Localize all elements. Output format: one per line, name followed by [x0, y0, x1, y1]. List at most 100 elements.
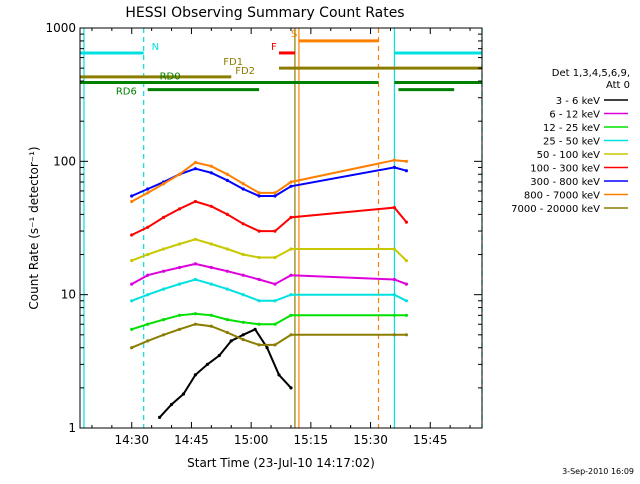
data-point-2-1 [146, 322, 150, 326]
data-point-3-7 [241, 293, 245, 297]
timestamp: 3-Sep-2010 16:09 [562, 467, 634, 476]
data-point-7-3 [177, 172, 182, 176]
data-point-3-6 [225, 287, 229, 291]
plot-frame [79, 27, 483, 429]
data-point-3-5 [209, 282, 213, 286]
x-tick-label-4: 15:30 [353, 433, 388, 447]
data-point-6-6 [225, 178, 229, 182]
data-point-2-3 [177, 313, 182, 317]
data-point-5-9 [273, 229, 277, 233]
x-tick-label-2: 15:00 [234, 433, 269, 447]
data-point-2-6 [225, 318, 229, 322]
data-point-8-2 [162, 333, 166, 337]
x-tick-label-5: 15:45 [413, 433, 448, 447]
state-label-n: N [152, 42, 159, 53]
legend-label-2: 12 - 25 keV [543, 123, 600, 134]
y-tick-label-3: 1000 [45, 21, 76, 35]
data-point-1-9 [273, 282, 277, 286]
data-point-0-9 [265, 346, 269, 350]
data-point-2-12 [404, 313, 408, 317]
data-point-7-7 [241, 182, 245, 186]
series-line-0 [158, 328, 292, 419]
data-point-6-9 [273, 194, 277, 198]
data-point-2-2 [162, 318, 166, 322]
data-point-8-7 [241, 338, 245, 342]
data-point-0-8 [253, 327, 257, 331]
data-point-5-3 [177, 207, 182, 211]
data-point-2-0 [130, 327, 134, 331]
data-point-4-5 [209, 242, 213, 246]
x-tick-label-0: 14:30 [114, 433, 149, 447]
data-point-4-2 [162, 247, 166, 251]
data-point-8-12 [404, 333, 408, 337]
data-point-4-9 [273, 255, 277, 260]
data-point-8-10 [289, 333, 293, 337]
data-point-5-11 [392, 206, 396, 210]
data-point-0-10 [277, 373, 281, 377]
state-label-s: S [291, 29, 297, 40]
data-point-1-11 [392, 277, 396, 282]
data-point-0-4 [205, 362, 209, 366]
data-point-1-2 [162, 269, 166, 273]
state-label-rd0: RD0 [160, 72, 181, 83]
data-point-2-8 [257, 322, 261, 326]
data-point-7-0 [130, 199, 134, 204]
data-point-4-0 [130, 259, 134, 263]
data-point-4-11 [392, 247, 396, 251]
data-point-2-7 [241, 320, 245, 324]
data-point-7-6 [225, 172, 229, 176]
state-label-rd6: RD6 [116, 87, 137, 98]
data-point-7-4 [193, 160, 197, 165]
data-point-6-11 [392, 165, 396, 169]
data-point-0-0 [158, 415, 162, 419]
state-label-f: F [271, 42, 277, 53]
data-point-8-4 [193, 322, 197, 326]
data-point-3-3 [177, 282, 182, 286]
data-point-4-3 [177, 242, 182, 246]
data-point-4-4 [193, 237, 197, 241]
data-point-1-7 [241, 273, 245, 277]
data-point-3-4 [193, 277, 197, 282]
data-point-0-11 [289, 386, 293, 390]
data-point-2-11 [392, 313, 396, 317]
legend-label-8: 7000 - 20000 keV [511, 204, 600, 215]
data-point-4-6 [225, 247, 229, 251]
data-point-2-9 [273, 322, 277, 326]
data-point-8-9 [273, 343, 277, 347]
data-point-8-6 [225, 330, 229, 335]
data-point-7-9 [273, 191, 277, 195]
data-point-5-5 [209, 204, 213, 208]
data-point-6-7 [241, 187, 245, 191]
data-point-2-10 [289, 313, 293, 317]
legend-label-4: 50 - 100 keV [537, 150, 601, 161]
data-point-0-6 [229, 339, 233, 343]
data-point-0-5 [217, 353, 221, 358]
data-point-7-12 [404, 159, 408, 163]
data-point-0-1 [169, 402, 174, 407]
data-point-8-0 [130, 346, 134, 350]
y-tick-label-0: 1 [68, 421, 76, 435]
data-point-1-3 [177, 265, 182, 270]
data-point-5-4 [193, 199, 197, 204]
data-point-7-2 [162, 182, 166, 186]
legend-label-5: 100 - 300 keV [530, 164, 600, 175]
data-point-3-11 [392, 293, 396, 297]
data-point-8-1 [146, 339, 150, 343]
data-point-8-3 [177, 327, 182, 331]
data-point-3-12 [404, 299, 408, 303]
data-point-0-7 [241, 333, 245, 337]
data-point-6-4 [193, 167, 197, 171]
y-axis-label: Count Rate (s⁻¹ detector⁻¹) [27, 146, 41, 309]
data-point-5-1 [146, 225, 150, 229]
data-point-6-5 [209, 171, 213, 175]
data-point-0-2 [181, 392, 186, 396]
legend-label-1: 6 - 12 keV [549, 110, 600, 121]
data-point-1-4 [193, 262, 197, 266]
data-point-5-2 [162, 215, 166, 219]
data-point-1-0 [130, 282, 134, 286]
data-point-5-7 [241, 222, 245, 226]
legend-label-7: 800 - 7000 keV [524, 191, 600, 202]
data-point-3-1 [146, 293, 150, 297]
